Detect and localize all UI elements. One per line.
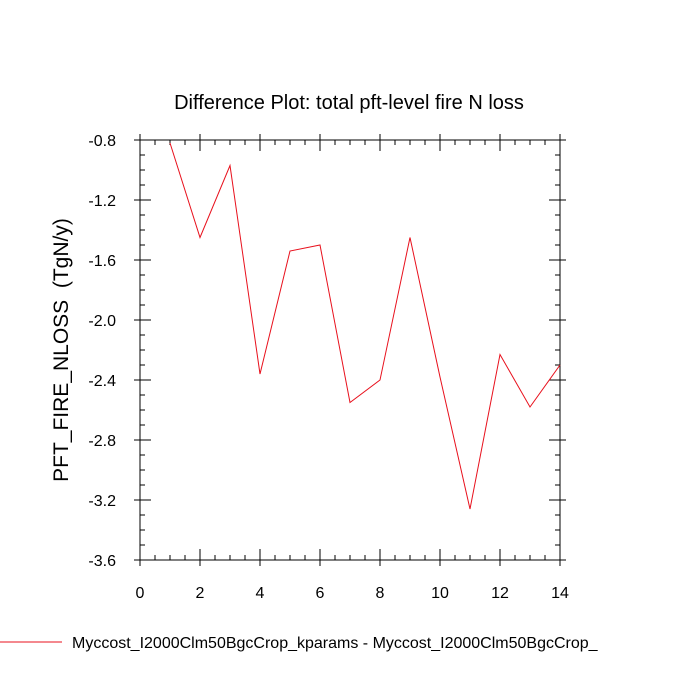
x-tick-label: 10 xyxy=(431,585,449,602)
series-line xyxy=(169,142,561,510)
legend-label: Myccost_I2000Clm50BgcCrop_kparams - Mycc… xyxy=(72,635,599,652)
plot-frame xyxy=(139,139,561,561)
series-layer xyxy=(169,142,561,510)
y-tick-label: -2.0 xyxy=(88,313,116,330)
x-tick-label: 8 xyxy=(376,585,385,602)
y-tick-label: -1.2 xyxy=(88,193,116,210)
y-tick-label: -3.2 xyxy=(88,493,116,510)
y-axis-ticks: -0.8 -1.2 -1.6 -2.0 -2.4 -2.8 -3.2 -3.6 xyxy=(88,133,566,570)
y-tick-label: -2.4 xyxy=(88,373,116,390)
y-tick-label: -1.6 xyxy=(88,253,116,270)
x-tick-label: 2 xyxy=(196,585,205,602)
legend: Myccost_I2000Clm50BgcCrop_kparams - Mycc… xyxy=(0,635,599,652)
x-tick-label: 12 xyxy=(491,585,509,602)
chart-title: Difference Plot: total pft-level fire N … xyxy=(174,92,524,114)
x-tick-label: 14 xyxy=(551,585,569,602)
x-tick-label: 6 xyxy=(316,585,325,602)
y-tick-label: -2.8 xyxy=(88,433,116,450)
y-tick-label: -3.6 xyxy=(88,553,116,570)
y-axis-label: PFT_FIRE_NLOSS (TgN/y) xyxy=(50,218,73,482)
x-tick-label: 4 xyxy=(256,585,265,602)
x-axis-ticks: 0 2 4 6 8 10 12 14 xyxy=(136,134,569,602)
y-tick-label: -0.8 xyxy=(88,133,116,150)
x-tick-label: 0 xyxy=(136,585,145,602)
